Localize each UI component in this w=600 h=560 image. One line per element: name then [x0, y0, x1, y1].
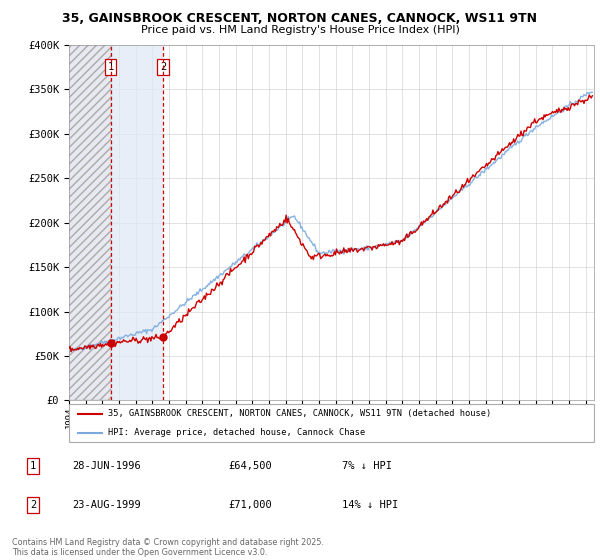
Text: 35, GAINSBROOK CRESCENT, NORTON CANES, CANNOCK, WS11 9TN: 35, GAINSBROOK CRESCENT, NORTON CANES, C… [62, 12, 538, 25]
Text: 7% ↓ HPI: 7% ↓ HPI [342, 461, 392, 471]
Text: 35, GAINSBROOK CRESCENT, NORTON CANES, CANNOCK, WS11 9TN (detached house): 35, GAINSBROOK CRESCENT, NORTON CANES, C… [109, 409, 491, 418]
Text: £64,500: £64,500 [228, 461, 272, 471]
Text: 14% ↓ HPI: 14% ↓ HPI [342, 500, 398, 510]
Text: £71,000: £71,000 [228, 500, 272, 510]
Text: 23-AUG-1999: 23-AUG-1999 [72, 500, 141, 510]
Bar [110, 45, 163, 400]
Text: 28-JUN-1996: 28-JUN-1996 [72, 461, 141, 471]
Text: 1: 1 [107, 62, 113, 72]
Text: 2: 2 [30, 500, 36, 510]
Text: Contains HM Land Registry data © Crown copyright and database right 2025.
This d: Contains HM Land Registry data © Crown c… [12, 538, 324, 557]
Bar [69, 45, 110, 400]
Text: 2: 2 [160, 62, 166, 72]
Text: Price paid vs. HM Land Registry's House Price Index (HPI): Price paid vs. HM Land Registry's House … [140, 25, 460, 35]
Text: 1: 1 [30, 461, 36, 471]
Text: HPI: Average price, detached house, Cannock Chase: HPI: Average price, detached house, Cann… [109, 428, 365, 437]
